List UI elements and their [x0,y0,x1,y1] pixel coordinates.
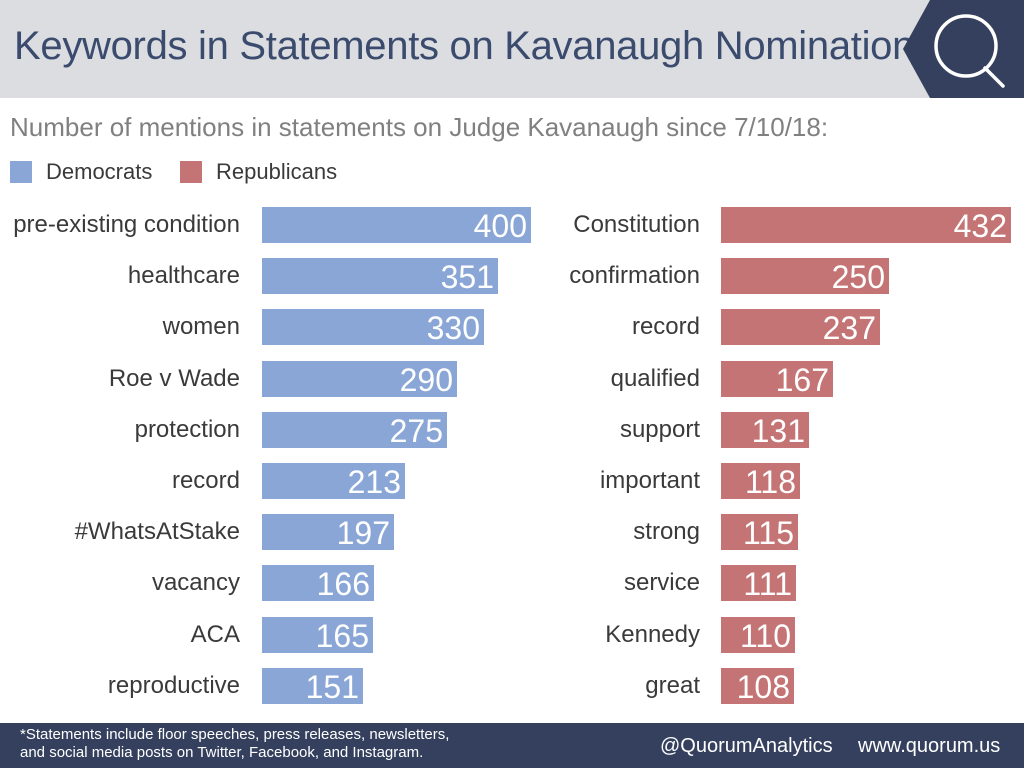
header-banner: Keywords in Statements on Kavanaugh Nomi… [0,0,1024,98]
democrats-bar [262,361,457,397]
republicans-value-label: 250 [831,259,885,295]
democrats-bar [262,514,394,550]
chart-title: Keywords in Statements on Kavanaugh Nomi… [14,24,915,68]
democrats-bar [262,565,374,601]
republicans-value-label: 110 [739,618,791,654]
republicans-category-label: support [619,416,700,443]
republicans-bar [721,514,798,550]
republicans-category-label: Kennedy [605,621,700,648]
democrats-bar [262,309,484,345]
republicans-category-label: Constitution [573,211,700,238]
republicans-bar [721,361,833,397]
democrats-category-label: healthcare [127,262,240,289]
republicans-bar [721,412,809,448]
democrats-value-label: 213 [347,464,401,500]
republicans-bar [721,565,796,601]
republicans-category-label: confirmation [569,262,700,289]
democrats-bar [262,207,531,243]
republicans-value-label: 108 [736,669,790,705]
democrats-bar [262,258,498,294]
republicans-value-label: 167 [775,362,829,398]
legend-swatch-republicans [180,161,202,183]
legend-label-democrats: Democrats [46,159,153,184]
democrats-value-label: 330 [426,310,480,346]
republicans-bar [721,617,795,653]
democrats-category-label: reproductive [107,672,240,699]
democrats-value-label: 197 [336,515,390,551]
footnote: *Statements include floor speeches, pres… [20,726,540,762]
republicans-bar [721,309,880,345]
democrats-value-label: 165 [315,618,369,654]
twitter-handle: @QuorumAnalytics [660,735,833,757]
republicans-value-label: 131 [751,413,805,449]
democrats-category-label: ACA [190,621,240,648]
democrats-bar [262,617,373,653]
democrats-category-label: #WhatsAtStake [74,518,240,545]
democrats-category-label: vacancy [151,569,240,596]
republicans-bar [721,258,889,294]
republicans-bar [721,668,794,704]
legend-democrats: Democrats [10,158,152,186]
republicans-value-label: 111 [743,566,792,602]
democrats-category-label: record [171,467,240,494]
republicans-category-label: qualified [610,365,700,392]
democrats-value-label: 166 [316,566,370,602]
footnote-line-2: and social media posts on Twitter, Faceb… [20,744,424,761]
legend-swatch-democrats [10,161,32,183]
republicans-value-label: 115 [742,515,794,551]
republicans-category-label: important [599,467,700,494]
republicans-category-label: service [623,569,700,596]
website-link: www.quorum.us [858,735,1001,757]
democrats-value-label: 351 [440,259,494,295]
democrats-value-label: 151 [305,669,359,705]
republicans-category-label: great [645,672,700,699]
republicans-bar [721,207,1011,243]
republicans-category-label: record [631,313,700,340]
footnote-line-1: *Statements include floor speeches, pres… [20,726,450,743]
legend-label-republicans: Republicans [216,159,338,184]
republicans-value-label: 432 [953,208,1007,244]
democrats-category-label: protection [134,416,240,443]
democrats-bar [262,412,447,448]
republicans-category-label: strong [633,518,700,545]
republicans-value-label: 118 [744,464,796,500]
democrats-bar [262,668,363,704]
republicans-value-label: 237 [822,310,876,346]
footer-bar: *Statements include floor speeches, pres… [0,723,1024,768]
quorum-logo-icon [903,0,1024,98]
democrats-category-label: women [162,313,240,340]
republicans-bar [721,463,800,499]
democrats-category-label: Roe v Wade [108,365,240,392]
democrats-category-label: pre-existing condition [13,211,240,238]
democrats-value-label: 275 [389,413,443,449]
legend-republicans: Republicans [180,158,337,186]
democrats-value-label: 400 [473,208,527,244]
chart-subtitle: Number of mentions in statements on Judg… [10,112,829,142]
democrats-value-label: 290 [399,362,453,398]
democrats-bar [262,463,405,499]
